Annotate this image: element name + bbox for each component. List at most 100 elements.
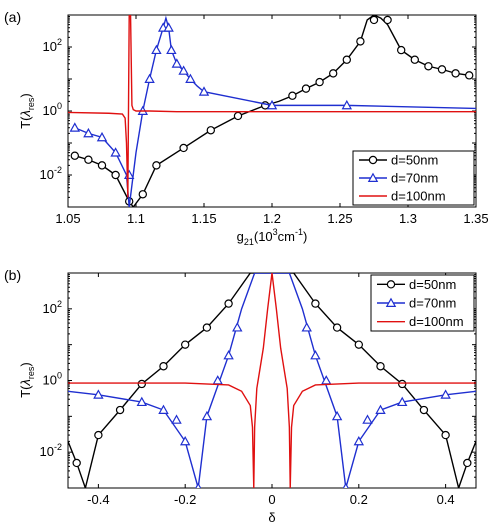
data-point-d=50nm: [463, 458, 472, 468]
legend-label: d=100nm: [409, 314, 464, 329]
series-line-d=70nm: [68, 273, 476, 488]
y-tick-label: 10-2: [40, 165, 62, 182]
data-point-d=70nm: [201, 410, 213, 421]
y-tick-base: 10: [40, 444, 54, 459]
data-point-d=50nm: [398, 379, 407, 389]
data-point-d=70nm: [331, 410, 343, 421]
x-label-mid: (10: [254, 229, 273, 244]
data-point-d=70nm: [179, 435, 191, 446]
legend-label: d=70nm: [409, 296, 456, 311]
y-tick-exponent: 0: [57, 101, 62, 111]
data-point-d=50nm: [202, 323, 212, 332]
x-tick-label: 0: [268, 492, 275, 507]
data-point-d=50nm: [376, 362, 385, 371]
legend-marker: [367, 172, 379, 182]
data-point-d=50nm: [94, 430, 103, 440]
y-tick-base: 10: [43, 103, 57, 118]
legend-label: d=50nm: [409, 277, 456, 292]
data-point-d=50nm: [72, 458, 81, 468]
y-tick-label: 100: [43, 371, 62, 388]
data-point-d=50nm: [332, 323, 342, 332]
legend-marker: [386, 280, 396, 289]
data-point-d=50nm: [159, 362, 168, 371]
data-point-d=70nm: [341, 99, 353, 110]
data-point-d=50nm: [329, 69, 338, 78]
y-tick-label: 100: [43, 101, 62, 118]
y-label-lambda: λ: [18, 110, 33, 117]
series-line-d=100nm: [68, 15, 476, 198]
data-point-d=70nm: [396, 396, 408, 407]
plot-area: [68, 273, 476, 488]
data-point-d=50nm: [301, 84, 311, 93]
data-point-d=70nm: [198, 86, 210, 96]
x-tick-label: 1.2: [263, 211, 281, 226]
x-tick-label: -0.2: [174, 492, 196, 507]
y-tick-exponent: 2: [57, 299, 62, 309]
y-label-lambda: λ: [18, 379, 33, 386]
data-point-d=50nm: [424, 62, 433, 71]
y-tick-exponent: -2: [54, 165, 62, 175]
data-point-d=70nm: [171, 414, 182, 424]
y-label-end: ): [18, 93, 33, 97]
data-point-d=50nm: [356, 37, 365, 46]
x-label-sup2: -1: [295, 227, 303, 237]
data-point-d=50nm: [465, 71, 474, 80]
x-tick-label: 0.2: [350, 492, 368, 507]
data-point-d=50nm: [224, 299, 233, 308]
panel-label: (a): [4, 9, 21, 25]
legend-label: d=100nm: [391, 189, 446, 204]
plot-area: [68, 15, 476, 207]
data-point-d=70nm: [362, 414, 373, 424]
x-tick-label: 1.35: [463, 211, 488, 226]
x-axis-label: g21(103cm-1): [237, 227, 308, 247]
y-tick-label: 10-2: [40, 442, 62, 459]
data-point-d=50nm: [111, 170, 120, 180]
y-tick-label: 102: [43, 299, 62, 316]
data-point-d=50nm: [70, 151, 80, 160]
data-point-d=70nm: [353, 435, 365, 446]
data-point-d=70nm: [144, 73, 155, 83]
series-line-d=100nm: [68, 273, 476, 488]
y-axis-label: T(λres): [18, 362, 36, 398]
data-point-d=50nm: [315, 77, 324, 87]
y-axis-label: T(λres): [18, 93, 36, 129]
data-point-d=50nm: [342, 55, 351, 64]
data-point-d=70nm: [195, 482, 202, 488]
data-point-d=50nm: [206, 126, 215, 135]
data-point-d=70nm: [185, 73, 196, 83]
x-tick-label: 1.15: [191, 211, 216, 226]
data-point-d=50nm: [179, 143, 188, 153]
data-point-d=50nm: [369, 15, 379, 25]
panel-label: (b): [4, 267, 21, 283]
data-point-d=70nm: [69, 122, 81, 132]
y-tick-base: 10: [43, 39, 57, 54]
panel-a: 1.05 1.1 1.15 1.2 1.25 1.3 1.3510-2100102(a)T(…: [4, 9, 489, 247]
data-point-d=70nm: [166, 44, 177, 55]
legend-label: d=50nm: [391, 153, 438, 168]
data-point-d=50nm: [451, 69, 460, 78]
x-label-subscript: 21: [244, 237, 254, 247]
data-point-d=70nm: [232, 322, 243, 332]
data-point-d=50nm: [84, 155, 93, 164]
series-line-d=70nm: [74, 15, 476, 207]
x-tick-label: 1.1: [127, 211, 145, 226]
data-point-d=70nm: [171, 58, 183, 68]
panel-b: -0.4 -0.2 0 0.2 0.410-2100102(b)T(λres)δd=50…: [4, 267, 477, 525]
y-label-base: T(: [18, 116, 33, 129]
y-tick-exponent: -2: [54, 442, 62, 452]
data-point-d=50nm: [233, 111, 243, 121]
data-point-d=70nm: [96, 131, 108, 142]
data-point-d=70nm: [163, 22, 174, 32]
legend: d=50nm d=70nm d=100nm: [370, 274, 475, 332]
data-point-d=50nm: [138, 190, 147, 199]
data-point-d=70nm: [342, 482, 349, 488]
data-point-d=70nm: [223, 350, 234, 360]
y-tick-label: 102: [43, 37, 62, 54]
x-label-sup1: 3: [273, 227, 278, 237]
data-point-d=50nm: [137, 379, 146, 389]
y-label-subscript: res: [26, 97, 36, 110]
legend-marker: [385, 297, 397, 307]
legend-label: d=70nm: [391, 171, 438, 186]
x-tick-label: 1.3: [399, 211, 417, 226]
